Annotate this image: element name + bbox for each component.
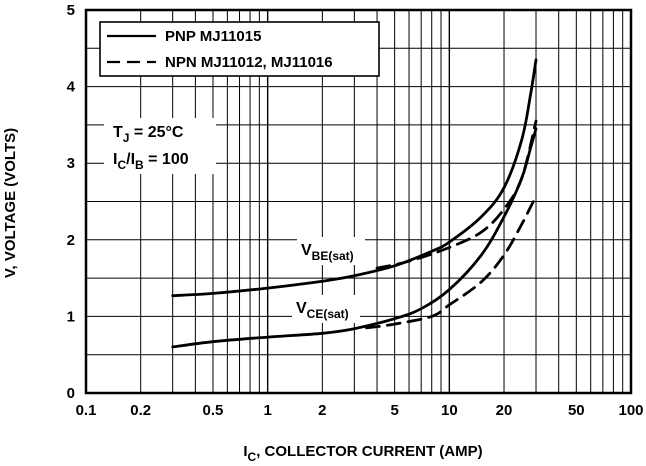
y-tick-label: 1 [67, 308, 75, 325]
y-axis-title: V, VOLTAGE (VOLTS) [2, 128, 19, 278]
x-tick-label: 50 [568, 402, 585, 419]
y-tick-label: 2 [67, 232, 75, 249]
y-tick-label: 0 [67, 385, 75, 402]
x-axis-title: IC, COLLECTOR CURRENT (AMP) [243, 443, 482, 464]
y-tick-label: 5 [67, 2, 75, 19]
x-tick-label: 10 [441, 402, 458, 419]
curve-label-vce: VCE(sat) [296, 300, 349, 321]
series-line-vbe-solid [171, 58, 538, 298]
y-tick-label: 4 [67, 79, 76, 96]
series-line-vce-solid [171, 127, 538, 349]
x-tick-label: 0.5 [203, 402, 224, 419]
x-tick-label: 100 [618, 402, 643, 419]
series-group [171, 58, 538, 349]
vce-label-box [292, 295, 360, 323]
plot-border [84, 8, 633, 395]
series-line-vce-dashed [365, 194, 538, 330]
y-tick-label: 3 [67, 155, 75, 172]
legend: PNP MJ11015 NPN MJ11012, MJ11016 [107, 28, 333, 71]
legend-label-pnp: PNP MJ11015 [165, 28, 261, 45]
x-tick-labels: 0.1 0.2 0.5 1 2 5 10 20 50 100 [76, 402, 644, 419]
condition-ratio: IC/IB = 100 [113, 151, 189, 172]
curve-label-vbe: VBE(sat) [301, 242, 354, 263]
x-tick-label: 0.1 [76, 402, 97, 419]
x-tick-label: 0.2 [130, 402, 151, 419]
plot-frame [84, 8, 633, 395]
condition-tj: TJ = 25°C [113, 124, 184, 145]
legend-label-npn: NPN MJ11012, MJ11016 [165, 54, 333, 71]
y-tick-labels: 0 1 2 3 4 5 [67, 2, 76, 402]
annotation-boxes [99, 21, 380, 323]
vbe-label-box [297, 237, 365, 265]
conditions-box [104, 118, 216, 174]
x-tick-label: 20 [496, 402, 513, 419]
x-tick-label: 1 [263, 402, 271, 419]
legend-box [99, 21, 380, 77]
series-line-vbe-dashed [375, 119, 538, 270]
x-tick-label: 2 [318, 402, 326, 419]
x-tick-label: 5 [390, 402, 398, 419]
